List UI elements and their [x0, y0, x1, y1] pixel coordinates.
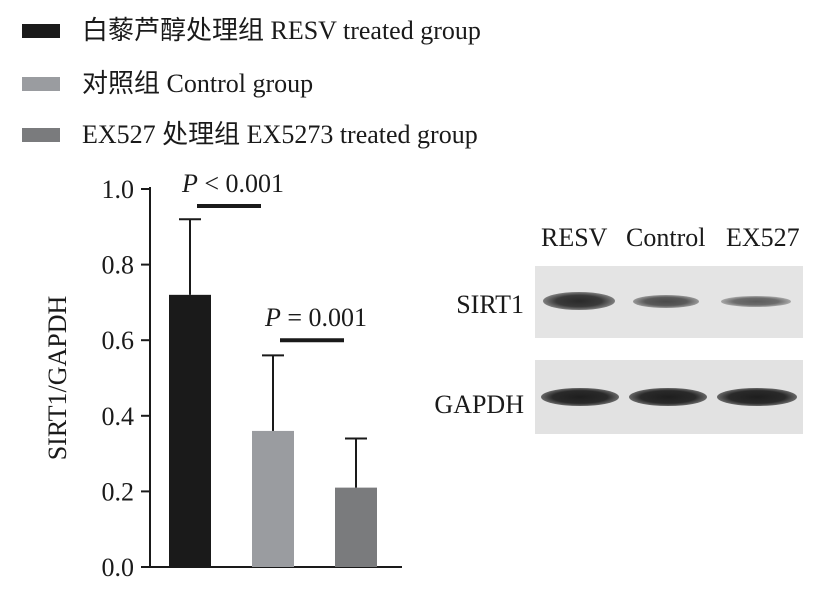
significance-label: P = 0.001 — [264, 303, 367, 332]
blot-band-sirt1-ex527 — [721, 296, 791, 307]
y-tick-label: 0.2 — [102, 477, 135, 506]
blot-band-sirt1-control — [633, 295, 699, 308]
y-tick-label: 0.0 — [102, 553, 135, 582]
bar — [335, 487, 377, 567]
blot-panel-gapdh — [535, 360, 803, 434]
y-tick-label: 0.8 — [102, 251, 135, 280]
blot-lane-label-resv: RESV — [541, 223, 608, 252]
blot-lane-label-control: Control — [626, 223, 706, 252]
legend-label-ex527: EX527 处理组 EX5273 treated group — [82, 120, 478, 149]
bar — [252, 430, 294, 567]
blot-lane-label-ex527: EX527 — [726, 223, 800, 252]
legend-label-resv: 白藜芦醇处理组 RESV treated group — [82, 16, 481, 45]
y-tick-label: 0.4 — [102, 402, 135, 431]
blot-band-sirt1-resv — [543, 292, 615, 310]
legend-label-control: 对照组 Control group — [82, 69, 314, 98]
blot-band-gapdh-resv — [541, 388, 619, 406]
legend-swatch-resv — [22, 24, 60, 38]
y-tick-label: 0.6 — [102, 326, 135, 355]
blot-panel-sirt1 — [535, 266, 803, 338]
blot-band-gapdh-ex527 — [717, 388, 797, 406]
blot-row-label-sirt1: SIRT1 — [456, 290, 524, 319]
y-tick-label: 1.0 — [102, 175, 135, 204]
legend-swatch-ex527 — [22, 128, 60, 142]
y-axis-label: SIRT1/GAPDH — [43, 295, 72, 460]
legend-swatch-control — [22, 77, 60, 91]
blot-band-gapdh-control — [629, 388, 707, 406]
blot-row-label-gapdh: GAPDH — [434, 390, 524, 419]
significance-label: P < 0.001 — [181, 169, 284, 198]
bar — [169, 294, 211, 567]
